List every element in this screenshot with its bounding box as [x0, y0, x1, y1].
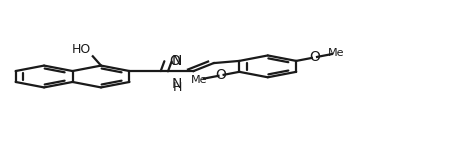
- Text: N: N: [172, 54, 182, 68]
- Text: Me: Me: [191, 75, 207, 85]
- Text: N: N: [172, 76, 182, 91]
- Text: Me: Me: [328, 48, 345, 58]
- Text: O: O: [169, 54, 180, 68]
- Text: HO: HO: [71, 43, 91, 56]
- Text: O: O: [310, 50, 321, 64]
- Text: O: O: [215, 68, 226, 82]
- Text: H: H: [173, 81, 182, 94]
